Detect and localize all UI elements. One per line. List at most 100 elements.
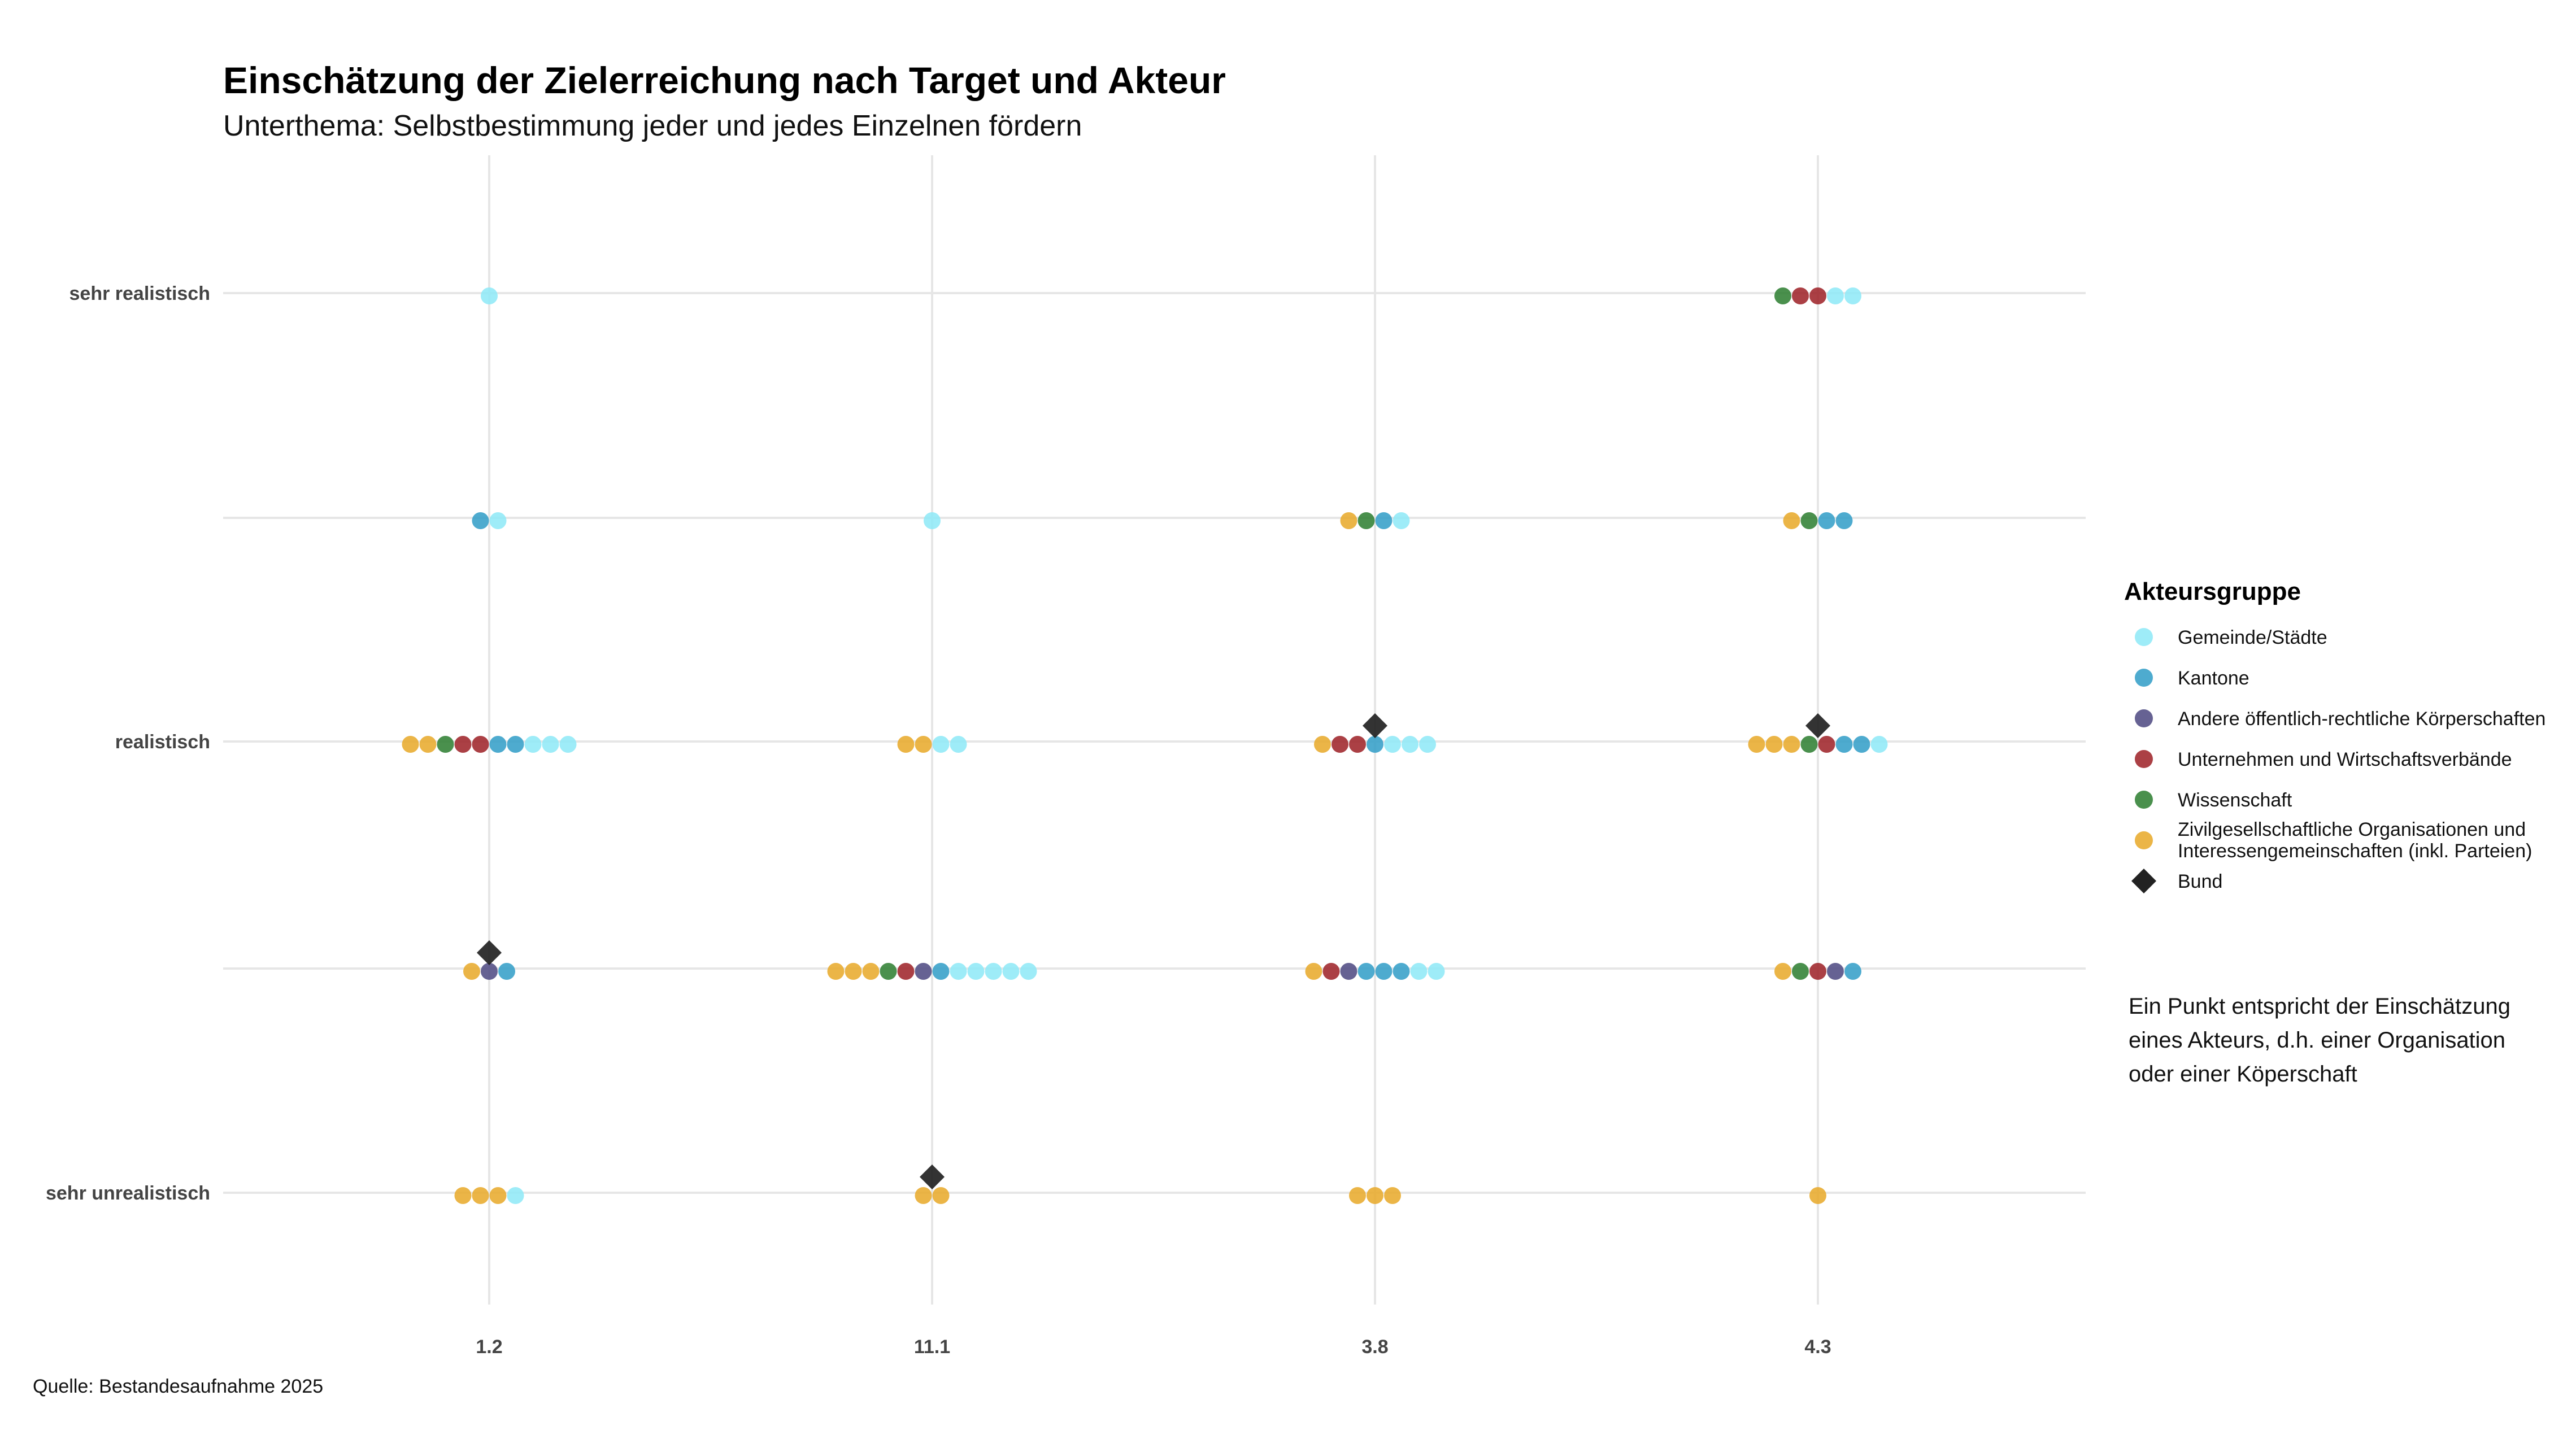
data-point-zivil <box>1349 1187 1366 1204</box>
data-point-zivil <box>1384 1187 1401 1204</box>
data-point-zivil <box>463 963 480 980</box>
data-point-gemeinde <box>950 736 967 753</box>
data-point-unternehmen <box>1792 287 1809 304</box>
data-point-zivil <box>932 1187 950 1204</box>
x-tick-label: 4.3 <box>1804 1336 1831 1358</box>
legend-label: Gemeinde/Städte <box>2178 627 2327 648</box>
data-point-bund <box>477 940 502 965</box>
data-point-andere <box>481 963 498 980</box>
data-point-gemeinde <box>1393 512 1410 529</box>
data-point-zivil <box>1305 963 1322 980</box>
legend-key-gemeinde <box>2135 628 2153 646</box>
data-point-gemeinde <box>1827 287 1844 304</box>
data-point-kantone <box>1393 963 1410 980</box>
data-point-gemeinde <box>967 963 985 980</box>
data-point-gemeinde <box>1844 287 1861 304</box>
data-point-zivil <box>897 736 915 753</box>
data-point-zivil <box>1774 963 1791 980</box>
data-point-zivil <box>1314 736 1331 753</box>
data-point-kantone <box>932 963 950 980</box>
data-points <box>402 287 1888 1204</box>
data-point-zivil <box>862 963 880 980</box>
data-point-zivil <box>454 1187 472 1204</box>
data-point-zivil <box>1783 512 1800 529</box>
y-tick-label: sehr unrealistisch <box>46 1183 210 1204</box>
data-point-wissenschaft <box>437 736 454 753</box>
data-point-kantone <box>1367 736 1383 753</box>
data-point-zivil <box>402 736 419 753</box>
data-point-gemeinde <box>524 736 542 753</box>
data-point-gemeinde <box>1384 736 1401 753</box>
data-point-zivil <box>1748 736 1765 753</box>
data-point-zivil <box>1367 1187 1383 1204</box>
data-point-kantone <box>1835 736 1853 753</box>
data-point-gemeinde <box>489 512 507 529</box>
data-point-wissenschaft <box>1800 736 1818 753</box>
data-point-unternehmen <box>1809 287 1826 304</box>
x-tick-label: 3.8 <box>1361 1336 1388 1358</box>
y-tick-label: sehr realistisch <box>69 283 210 304</box>
x-axis-ticks: 1.2 11.1 3.8 4.3 <box>476 1336 1831 1358</box>
data-point-zivil <box>845 963 862 980</box>
data-point-bund <box>920 1164 945 1189</box>
data-point-kantone <box>1818 512 1835 529</box>
legend-label: Bund <box>2178 871 2222 892</box>
data-point-zivil <box>915 736 932 753</box>
data-point-unternehmen <box>1349 736 1366 753</box>
data-point-gemeinde <box>1428 963 1445 980</box>
data-point-kantone <box>1375 512 1393 529</box>
data-point-bund <box>1805 713 1830 738</box>
data-point-unternehmen <box>1818 736 1835 753</box>
data-point-wissenschaft <box>1792 963 1809 980</box>
data-point-zivil <box>1783 736 1800 753</box>
data-point-unternehmen <box>1809 963 1826 980</box>
data-point-unternehmen <box>897 963 915 980</box>
data-point-kantone <box>1375 963 1393 980</box>
data-point-kantone <box>489 736 507 753</box>
note-line: Ein Punkt entspricht der Einschätzung <box>2129 994 2510 1019</box>
data-point-zivil <box>472 1187 489 1204</box>
data-point-andere <box>1827 963 1844 980</box>
x-tick-label: 11.1 <box>914 1336 950 1358</box>
data-point-zivil <box>827 963 845 980</box>
data-point-gemeinde <box>559 736 577 753</box>
data-point-wissenschaft <box>1800 512 1818 529</box>
legend-key-bund <box>2131 869 2156 893</box>
data-point-zivil <box>1765 736 1783 753</box>
legend-key-unternehmen <box>2135 750 2153 768</box>
data-point-zivil <box>419 736 437 753</box>
legend-label-line2: Interessengemeinschaften (inkl. Parteien… <box>2178 840 2532 862</box>
legend-label: Kantone <box>2178 668 2249 689</box>
note-line: oder einer Köperschaft <box>2129 1062 2357 1087</box>
data-point-wissenschaft <box>1357 512 1375 529</box>
data-point-kantone <box>472 512 489 529</box>
data-point-gemeinde <box>507 1187 524 1204</box>
y-tick-label: realistisch <box>115 731 210 753</box>
legend: Akteursgruppe Gemeinde/Städte Kantone Ande… <box>2124 578 2545 893</box>
data-point-andere <box>1340 963 1357 980</box>
legend-label: Andere öffentlich-rechtliche Körperschaf… <box>2178 708 2545 730</box>
data-point-gemeinde <box>1402 736 1418 753</box>
source-caption: Quelle: Bestandesaufnahme 2025 <box>33 1376 323 1397</box>
data-point-bund <box>1363 713 1387 738</box>
data-point-unternehmen <box>1322 963 1340 980</box>
data-point-gemeinde <box>985 963 1002 980</box>
explanatory-note: Ein Punkt entspricht der Einschätzung ein… <box>2129 994 2510 1087</box>
data-point-kantone <box>1357 963 1375 980</box>
data-point-kantone <box>507 736 524 753</box>
data-point-gemeinde <box>950 963 967 980</box>
data-point-unternehmen <box>1331 736 1348 753</box>
y-axis-ticks: sehr unrealistisch realistisch sehr realis… <box>46 283 210 1204</box>
legend-label: Zivilgesellschaftliche Organisationen un… <box>2178 819 2526 840</box>
data-point-andere <box>915 963 932 980</box>
data-point-zivil <box>1809 1187 1826 1204</box>
data-point-gemeinde <box>1870 736 1888 753</box>
note-line: eines Akteurs, d.h. einer Organisation <box>2129 1028 2505 1053</box>
data-point-gemeinde <box>924 512 941 529</box>
data-point-gemeinde <box>932 736 950 753</box>
data-point-zivil <box>915 1187 932 1204</box>
legend-key-kantone <box>2135 669 2153 687</box>
data-point-kantone <box>498 963 515 980</box>
data-point-wissenschaft <box>880 963 897 980</box>
